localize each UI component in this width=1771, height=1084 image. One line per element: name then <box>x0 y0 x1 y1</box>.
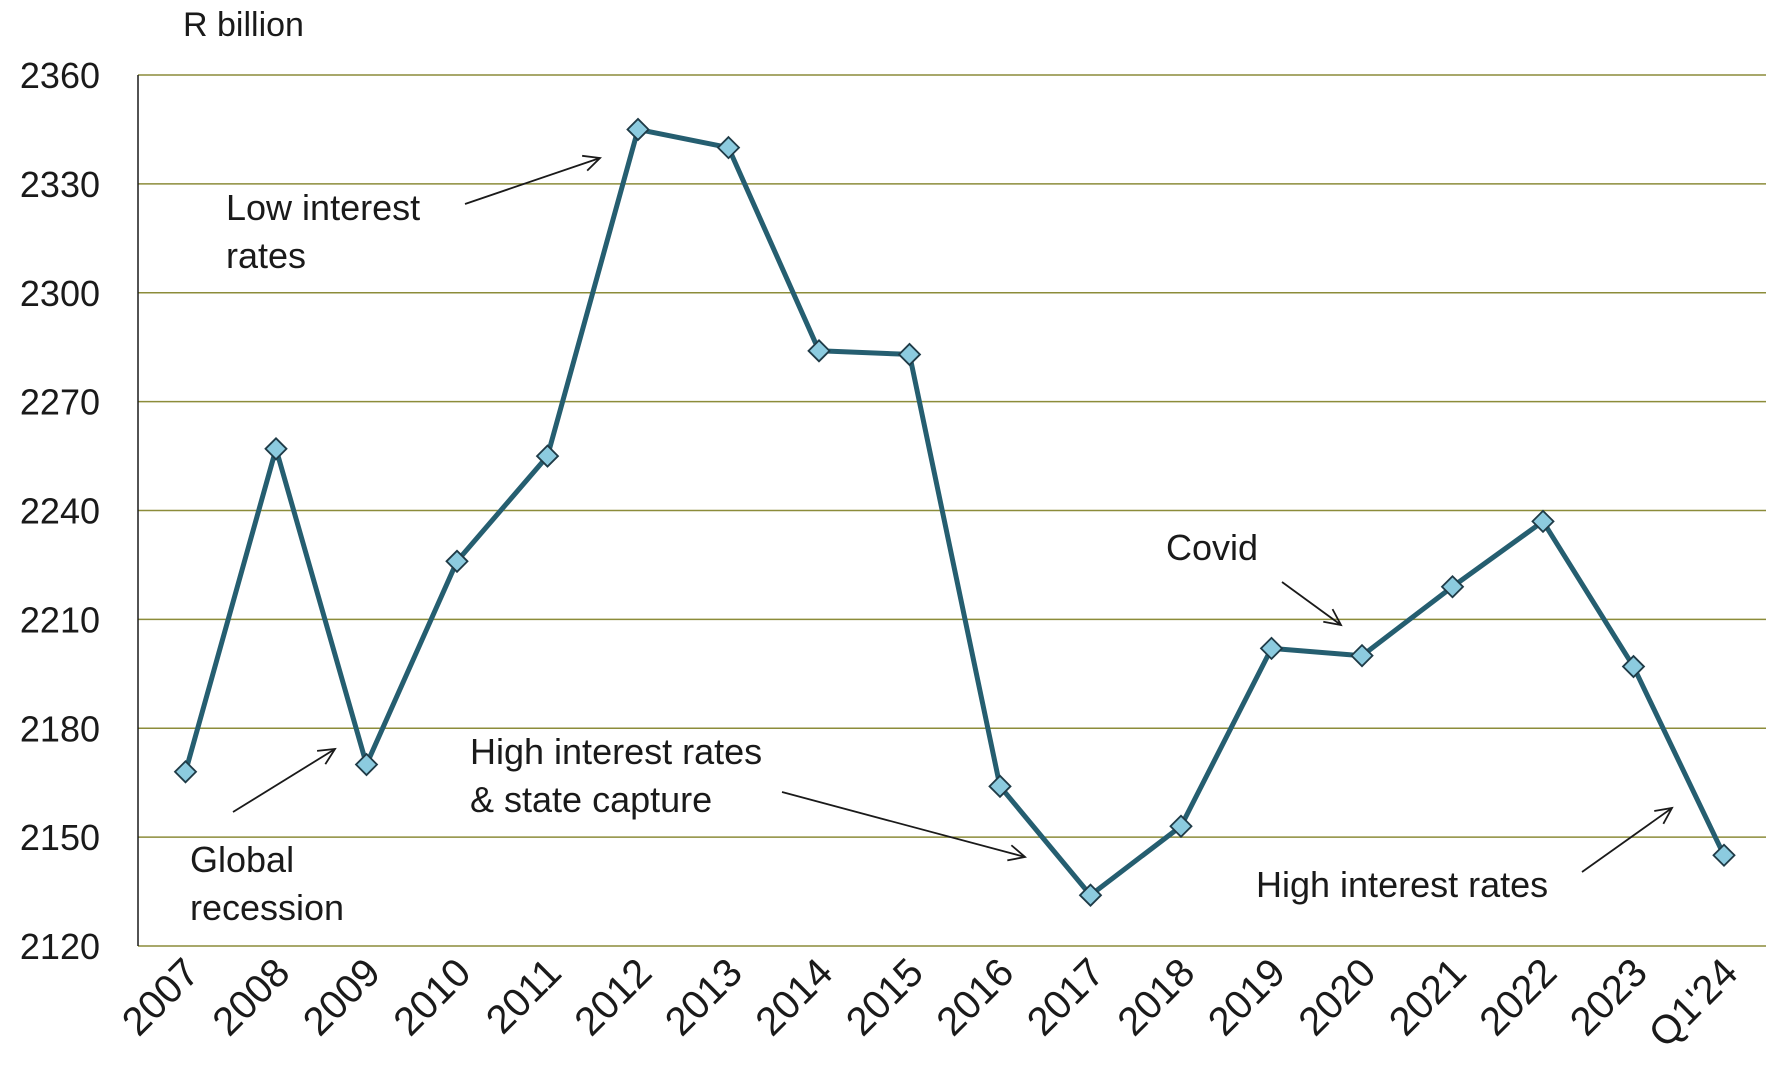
arrow-head <box>1007 844 1027 862</box>
data-point <box>1440 574 1465 599</box>
x-tick-label: 2023 <box>1562 950 1656 1044</box>
y-tick-label: 2330 <box>20 164 100 205</box>
y-axis-unit-label: R billion <box>183 6 304 44</box>
data-point <box>173 760 198 784</box>
y-tick-label: 2360 <box>20 55 100 96</box>
x-tick-label: 2021 <box>1381 950 1475 1044</box>
arrow-head <box>317 747 337 765</box>
annotation-arrows <box>232 154 1674 873</box>
x-tick-label: Q1'24 <box>1641 950 1747 1056</box>
annotation-line: Low interest <box>226 187 421 228</box>
data-point <box>264 437 288 461</box>
y-tick-label: 2210 <box>20 599 100 640</box>
annotation-line: High interest rates <box>470 731 763 772</box>
y-tick-label: 2180 <box>20 708 100 749</box>
data-point <box>807 339 831 363</box>
series-line <box>183 126 1727 898</box>
y-tick-label: 2270 <box>20 382 100 423</box>
annotation-arrow <box>464 157 601 205</box>
annotation-line: High interest rates <box>1256 864 1549 905</box>
data-point <box>1078 883 1103 907</box>
data-point <box>626 117 650 142</box>
x-tick-label: 2017 <box>1019 950 1113 1044</box>
x-tick-label: 2007 <box>114 950 208 1044</box>
y-tick-label: 2150 <box>20 817 100 858</box>
x-tick-label: 2011 <box>478 950 570 1042</box>
x-tick-label: 2013 <box>657 950 751 1044</box>
x-tick-label: 2010 <box>385 950 479 1044</box>
x-tick-label: 2018 <box>1109 950 1203 1044</box>
data-point <box>1350 643 1374 668</box>
annotation-line: rates <box>226 235 307 276</box>
annotation-line: recession <box>190 887 345 928</box>
data-point <box>897 342 922 367</box>
x-tick-label: 2008 <box>204 950 298 1044</box>
data-point <box>988 774 1012 799</box>
gridlines <box>138 74 1766 947</box>
x-tick-label: 2015 <box>838 950 932 1044</box>
x-tick-labels: 2007200820092010201120122013201420152016… <box>114 950 1747 1056</box>
data-point <box>1259 636 1284 661</box>
arrow-head <box>1654 806 1674 825</box>
data-point <box>1712 843 1736 868</box>
x-tick-label: 2016 <box>928 950 1022 1044</box>
annotation-arrow <box>1281 581 1342 626</box>
data-point <box>535 444 560 468</box>
annotation-line: Global <box>190 839 295 880</box>
annotation-line: & state capture <box>470 779 713 820</box>
x-tick-label: 2020 <box>1290 950 1384 1044</box>
x-tick-label: 2019 <box>1200 950 1294 1044</box>
data-point <box>1531 509 1555 534</box>
annotation-global-recession: Global recession <box>190 836 344 932</box>
arrow-head <box>1323 608 1343 627</box>
annotation-low-interest-rates: Low interest rates <box>226 184 420 280</box>
data-point <box>1621 654 1646 679</box>
y-tick-labels: 2120 2150 2180 2210 2240 2270 2300 2330 2360 <box>20 55 100 967</box>
annotation-line: Covid <box>1166 527 1259 568</box>
data-point <box>1169 814 1193 839</box>
annotation-high-rates-state-capture: High interest rates & state capture <box>470 728 762 824</box>
y-tick-label: 2300 <box>20 273 100 314</box>
annotation-covid: Covid <box>1166 524 1258 572</box>
x-tick-label: 2012 <box>566 950 660 1044</box>
data-point <box>354 752 379 777</box>
data-markers <box>173 117 1736 907</box>
data-point <box>445 549 469 574</box>
arrow-head <box>582 154 602 172</box>
annotation-high-interest-rates: High interest rates <box>1256 861 1548 909</box>
y-tick-label: 2120 <box>20 926 100 967</box>
annotation-arrow <box>781 791 1026 858</box>
annotation-arrow <box>232 748 336 813</box>
x-tick-label: 2014 <box>747 950 841 1044</box>
x-tick-label: 2022 <box>1471 950 1565 1044</box>
y-tick-label: 2240 <box>20 491 100 532</box>
annotation-arrow <box>1581 807 1673 873</box>
data-point <box>716 135 741 160</box>
x-tick-label: 2009 <box>295 950 389 1044</box>
